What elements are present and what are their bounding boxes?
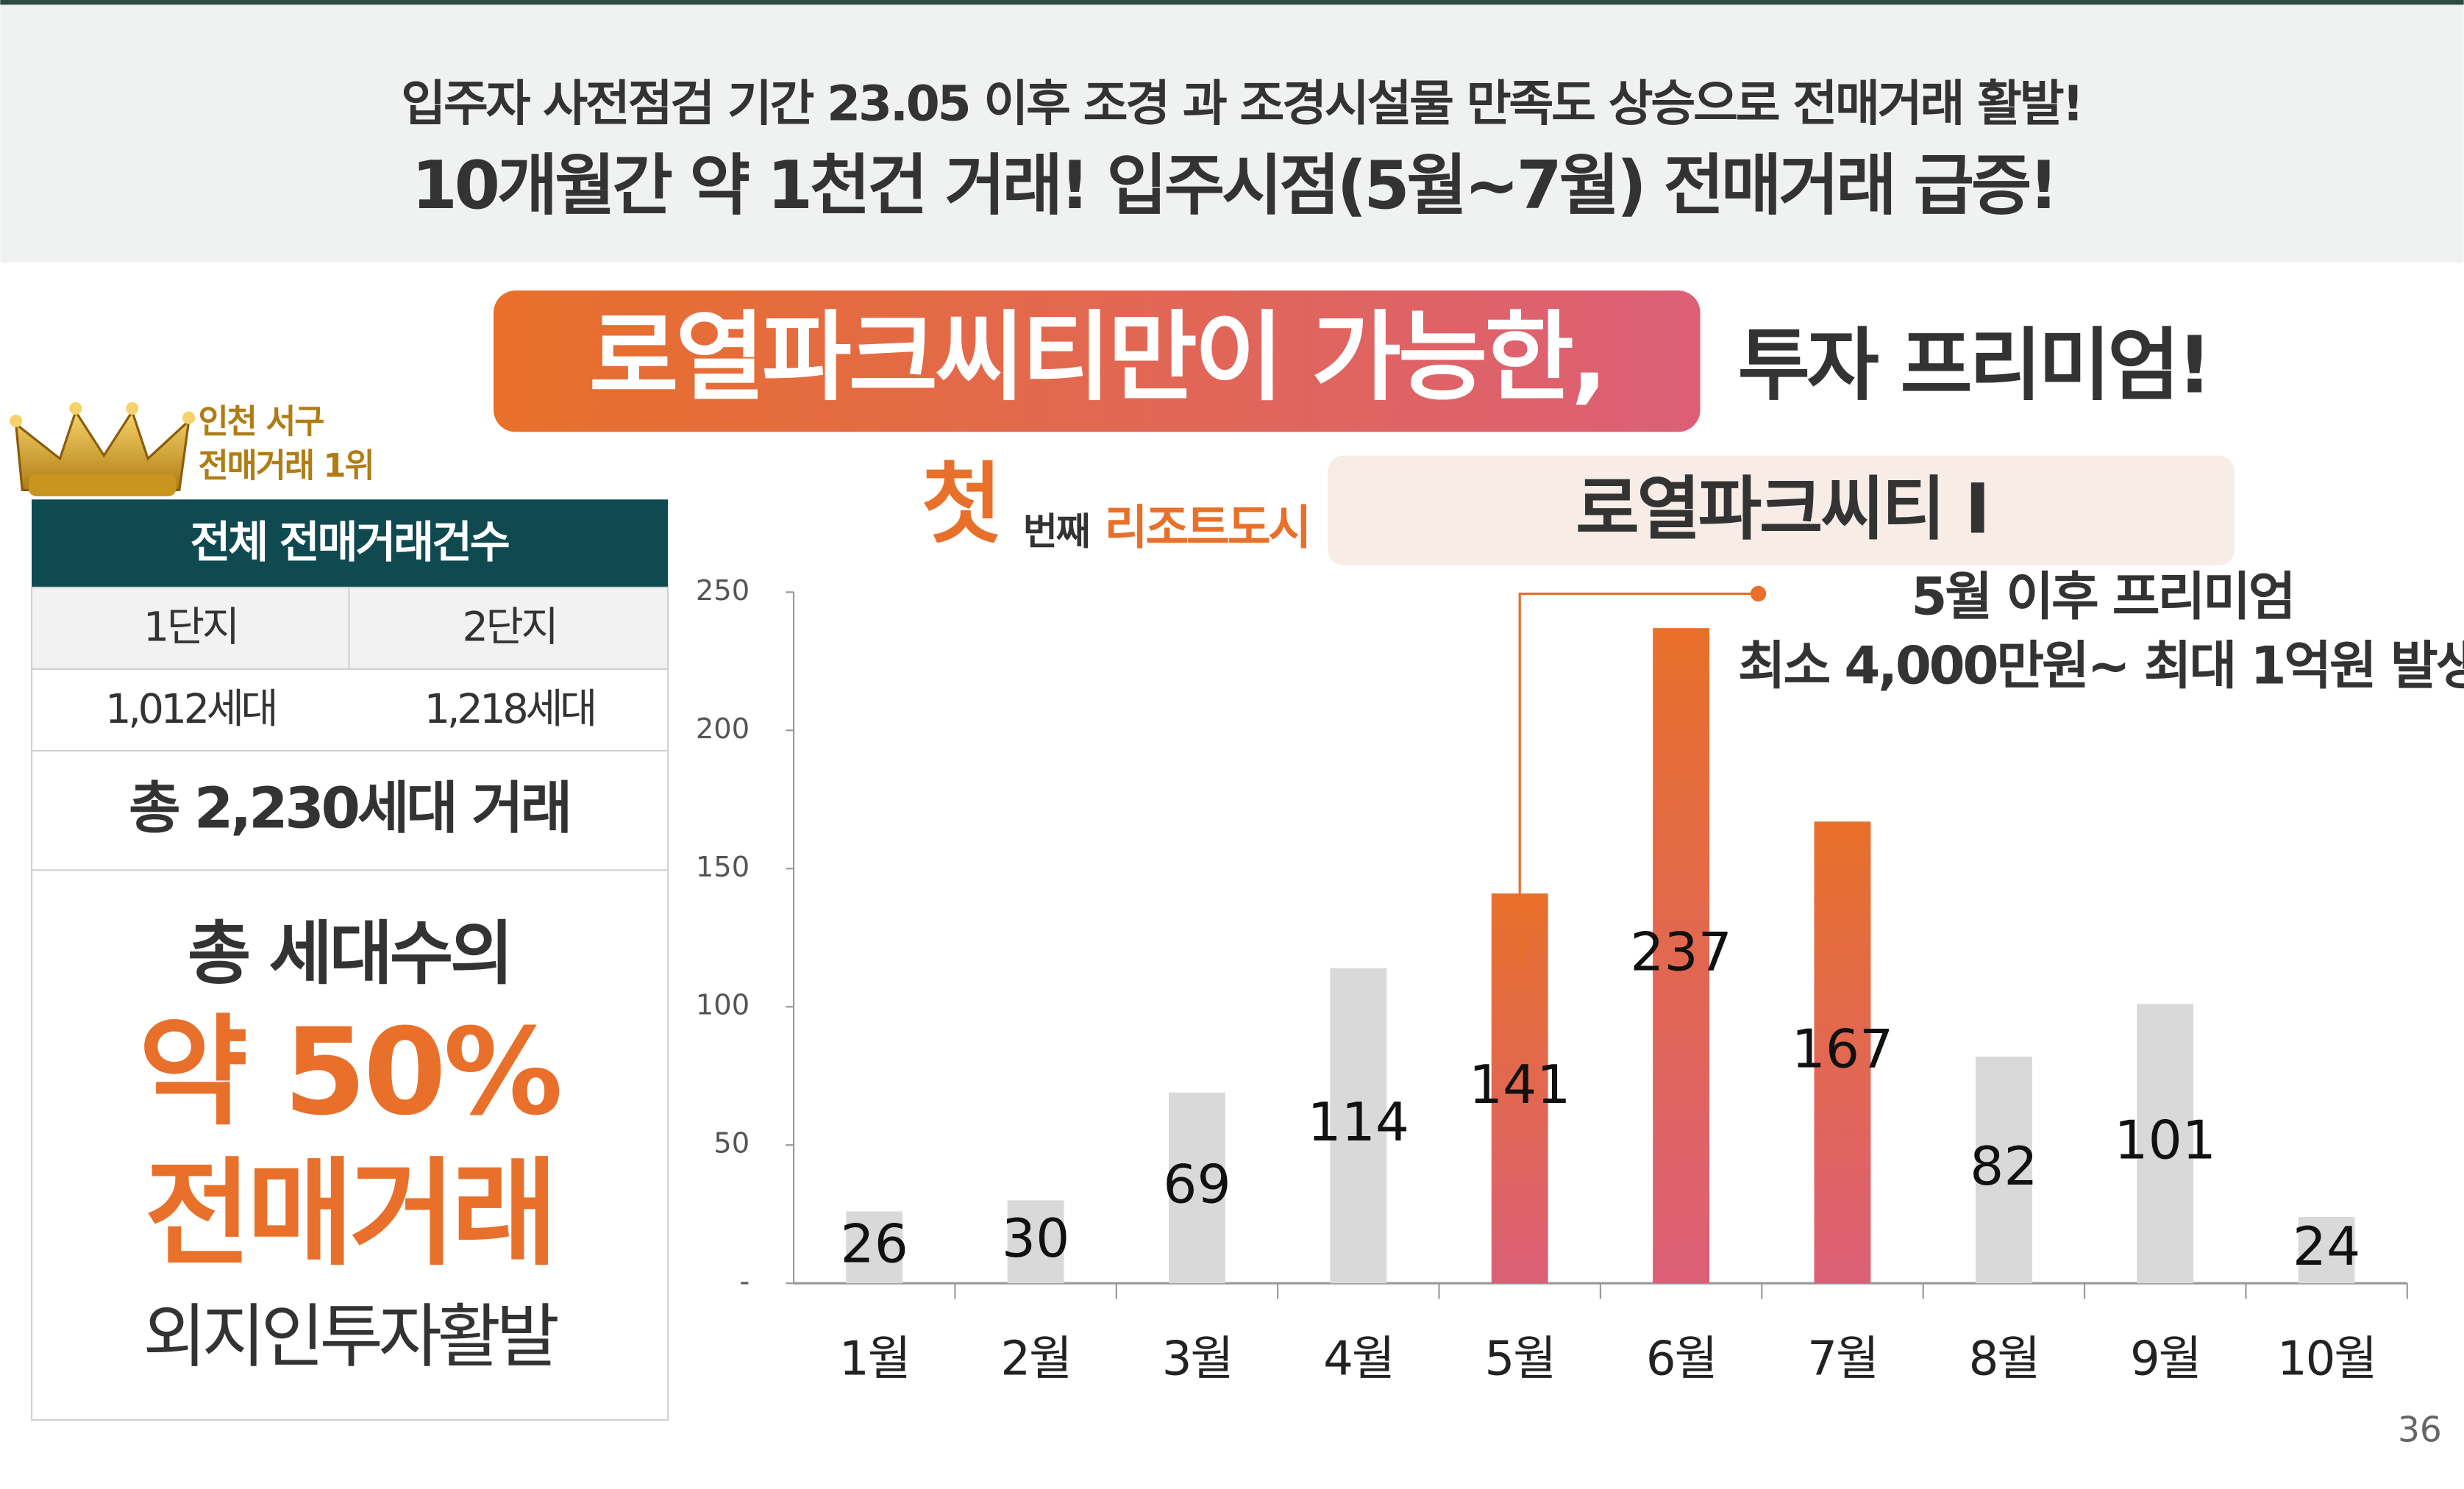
annotation-leader xyxy=(1518,592,1759,966)
x-tick-label: 10월 xyxy=(2277,1332,2376,1387)
top-rule xyxy=(0,0,2464,5)
header-band xyxy=(0,0,2464,263)
x-tick-label: 9월 xyxy=(2130,1332,2200,1387)
y-tick-label: 200 xyxy=(696,713,749,746)
value-label: 167 xyxy=(1792,1018,1894,1080)
banner-box xyxy=(494,290,1701,432)
tagline-ordinal: 번째 xyxy=(1023,510,1089,554)
page-number: 36 xyxy=(2398,1410,2442,1451)
y-tick-label: 250 xyxy=(696,574,749,607)
table-total: 총 2,230세대 거래 xyxy=(129,776,569,841)
banner-highlight: 로열파크씨티만이 가능한, xyxy=(589,301,1605,415)
bar xyxy=(1330,968,1387,1284)
value-label: 141 xyxy=(1469,1054,1571,1116)
highlight-line: 약 50% xyxy=(138,1003,560,1142)
y-tick-label: 150 xyxy=(696,851,749,884)
bar xyxy=(846,1211,903,1284)
name-box xyxy=(1328,455,2235,565)
value-label: 69 xyxy=(1163,1154,1231,1215)
bar xyxy=(1814,821,1871,1284)
tagline-kind: 리조트도시 xyxy=(1104,501,1309,556)
y-tick-label: - xyxy=(739,1265,749,1299)
annotation-line: 최소 4,000만원~ 최대 1억원 발생 xyxy=(1738,635,2464,696)
bar xyxy=(1653,628,1710,1284)
x-tick-label: 5월 xyxy=(1484,1332,1554,1387)
value-label: 237 xyxy=(1630,922,1732,984)
value-label: 114 xyxy=(1308,1092,1410,1154)
badge-line: 인천 서구 xyxy=(198,402,324,441)
table-row xyxy=(30,749,669,871)
bar xyxy=(1007,1200,1064,1284)
x-tick-label: 7월 xyxy=(1807,1332,1877,1387)
value-label: 24 xyxy=(2293,1216,2360,1278)
tagline-first: 첫 xyxy=(922,454,1003,556)
annotation-dot xyxy=(1750,585,1767,602)
x-tick-label: 2월 xyxy=(1000,1332,1070,1387)
x-tick-label: 1월 xyxy=(839,1332,909,1387)
highlight-line: 전매거래 xyxy=(145,1146,554,1282)
table-header xyxy=(32,499,669,588)
x-tick-label: 4월 xyxy=(1323,1332,1393,1387)
crown-icon xyxy=(10,401,196,496)
table-cell: 1,012세대 xyxy=(105,685,275,733)
table-cell: 2단지 xyxy=(462,604,556,651)
y-tick-label: 50 xyxy=(713,1127,749,1160)
bar xyxy=(1169,1092,1225,1284)
bar xyxy=(1975,1056,2032,1284)
value-label: 30 xyxy=(1002,1208,1069,1270)
table-cell: 1,218세대 xyxy=(424,685,594,733)
highlight-box xyxy=(30,869,669,1421)
banner-text: 투자 프리미엄! xyxy=(1738,320,2210,411)
header-line: 10개월간 약 1천건 거래! 입주시점(5월~7월) 전매거래 급증! xyxy=(412,148,2056,224)
tagline-name: 로열파크씨티 Ⅰ xyxy=(1575,469,1988,549)
chart: - 50 100 150 200 250 1월 26 2월 30 3월 69 4월 114 5월 141 6월 2… xyxy=(696,567,2464,1387)
x-tick-label: 6월 xyxy=(1646,1332,1716,1387)
x-tick-label: 8월 xyxy=(1969,1332,2039,1387)
bar xyxy=(2137,1004,2194,1284)
badge-line: 전매거래 1위 xyxy=(198,446,373,485)
x-tick-label: 3월 xyxy=(1162,1332,1232,1387)
value-label: 82 xyxy=(1970,1136,2037,1198)
value-label: 26 xyxy=(841,1213,908,1275)
highlight-line: 총 세대수의 xyxy=(188,914,510,994)
highlight-line: 외지인투자활발 xyxy=(143,1297,558,1377)
y-tick-label: 100 xyxy=(696,989,749,1022)
header-line: 입주자 사전점검 기간 23.05 이후 조경 과 조경시설물 만족도 상승으로… xyxy=(401,75,2082,132)
table-row xyxy=(30,668,669,752)
annotation-line: 5월 이후 프리미엄 xyxy=(1911,567,2293,627)
table-cell: 1단지 xyxy=(143,604,238,651)
table-title: 전체 전매거래건수 xyxy=(190,517,508,568)
bar xyxy=(2298,1216,2355,1284)
value-label: 101 xyxy=(2114,1110,2216,1171)
